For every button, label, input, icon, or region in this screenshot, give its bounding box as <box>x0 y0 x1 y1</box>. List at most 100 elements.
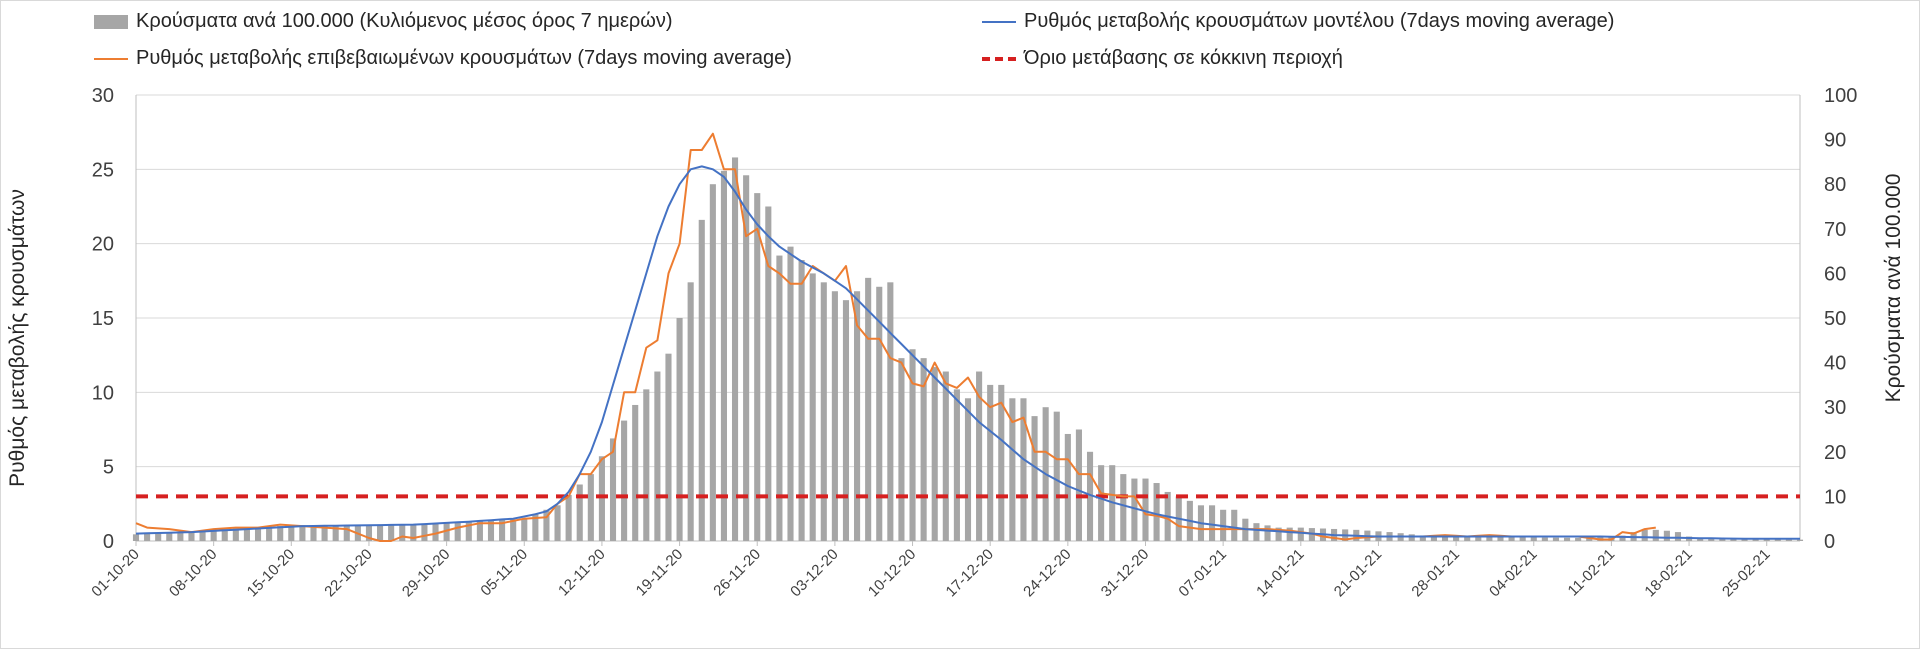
bar-cases <box>1674 532 1682 541</box>
bar-cases <box>1464 537 1471 541</box>
bar-cases <box>221 529 228 541</box>
bar-cases <box>1098 465 1105 541</box>
bar-cases <box>1508 537 1515 541</box>
bar-cases <box>144 533 151 541</box>
bar-cases <box>876 286 883 541</box>
x-tick-label: 05-11-20 <box>477 546 531 600</box>
bar-cases <box>1075 429 1082 541</box>
bar-cases <box>1475 537 1482 541</box>
bar-cases <box>188 531 195 541</box>
bar-cases <box>1286 527 1293 541</box>
bar-cases <box>1730 538 1737 541</box>
x-tick-label: 10-12-20 <box>865 546 919 600</box>
bar-cases <box>587 474 594 541</box>
bar-cases <box>1541 537 1548 541</box>
bar-cases <box>1009 398 1016 541</box>
y-tick-left: 5 <box>103 457 114 479</box>
bar-cases <box>887 282 894 541</box>
y-tick-right: 70 <box>1824 219 1846 241</box>
bar-cases <box>1796 539 1804 541</box>
bar-cases <box>410 524 417 541</box>
y-tick-right: 10 <box>1824 486 1846 508</box>
bar-cases <box>909 349 916 541</box>
bar-cases <box>754 193 761 541</box>
legend-label-confirmed: Ρυθμός μεταβολής επιβεβαιωμένων κρουσμάτ… <box>136 47 792 69</box>
y-tick-right: 90 <box>1824 130 1846 152</box>
bar-cases <box>953 389 960 541</box>
bar-cases <box>532 514 539 541</box>
bar-cases <box>1419 535 1426 541</box>
bar-cases <box>1663 530 1670 541</box>
bar-cases <box>1586 537 1593 541</box>
bar-cases <box>765 206 772 541</box>
bar-cases <box>1741 539 1748 541</box>
bar-cases <box>1708 538 1715 541</box>
bar-cases <box>709 184 716 541</box>
bar-cases <box>1697 538 1704 541</box>
y-tick-right: 20 <box>1824 442 1846 464</box>
bar-cases <box>1297 527 1304 541</box>
bar-cases <box>998 384 1005 541</box>
legend-label-threshold: Όριο μετάβασης σε κόκκινη περιοχή <box>1024 47 1343 69</box>
bar-cases <box>1774 539 1781 541</box>
y-tick-right: 60 <box>1824 263 1846 285</box>
bar-cases <box>621 420 628 541</box>
bar-cases <box>1763 539 1770 541</box>
bar-cases <box>1441 536 1449 541</box>
y-tick-right: 50 <box>1824 308 1846 330</box>
bar-cases <box>1231 509 1238 541</box>
bar-cases <box>243 527 250 541</box>
x-tick-label: 24-12-20 <box>1020 546 1074 600</box>
legend-item-model: Ρυθμός μεταβολής κρουσμάτων μοντέλου (7d… <box>982 10 1614 33</box>
legend-label-model: Ρυθμός μεταβολής κρουσμάτων μοντέλου (7d… <box>1024 10 1615 32</box>
bar-cases <box>687 282 694 541</box>
bar-cases <box>1619 535 1626 541</box>
bar-cases <box>254 527 262 541</box>
bar-cases <box>399 524 406 541</box>
x-tick-label: 29-10-20 <box>399 546 453 600</box>
y-tick-right: 100 <box>1824 85 1857 107</box>
bar-cases <box>809 273 816 541</box>
bar-cases <box>299 525 306 541</box>
bar-cases <box>920 358 927 541</box>
bar-cases <box>1453 537 1460 541</box>
bar-cases <box>987 384 994 541</box>
bar-cases <box>632 404 639 541</box>
bar-cases <box>288 525 295 541</box>
bar-cases <box>1053 411 1060 541</box>
x-tick-label: 28-01-21 <box>1408 546 1462 600</box>
bar-cases <box>865 277 872 541</box>
bar-cases <box>1120 474 1127 541</box>
bar-cases <box>421 523 428 541</box>
bar-cases <box>976 371 983 541</box>
x-tick-label: 21-01-21 <box>1331 546 1385 600</box>
bar-cases <box>1275 527 1282 541</box>
x-tick-label: 14-01-21 <box>1253 546 1307 600</box>
bar-cases <box>332 525 339 541</box>
bar-cases <box>277 526 284 541</box>
bar-cases <box>377 525 384 541</box>
bar-cases <box>576 484 583 541</box>
bar-cases <box>166 532 173 541</box>
bar-cases <box>543 509 550 541</box>
bar-cases <box>854 291 861 541</box>
bar-cases <box>676 318 683 541</box>
bar-cases <box>643 389 650 541</box>
x-tick-label: 25-02-21 <box>1719 546 1773 600</box>
bar-cases <box>820 282 827 541</box>
bar-cases <box>232 528 239 541</box>
x-tick-label: 17-12-20 <box>943 546 997 600</box>
bar-cases <box>1563 537 1571 541</box>
y-tick-left: 20 <box>92 234 114 256</box>
bar-cases <box>499 519 506 541</box>
x-tick-label: 26-11-20 <box>710 546 764 600</box>
bar-cases <box>388 524 395 541</box>
bar-cases <box>321 525 328 541</box>
bar-cases <box>210 529 217 541</box>
bar-cases <box>132 534 140 541</box>
bar-cases <box>1575 537 1582 541</box>
legend-item-threshold: Όριο μετάβασης σε κόκκινη περιοχή <box>982 47 1343 70</box>
bar-cases <box>432 523 439 541</box>
y-tick-right: 30 <box>1824 397 1846 419</box>
bar-cases <box>510 519 517 541</box>
